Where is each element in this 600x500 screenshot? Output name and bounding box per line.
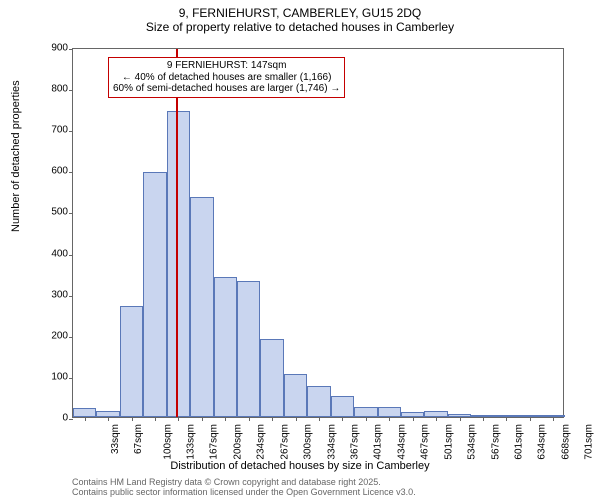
x-tick-mark	[108, 417, 109, 421]
x-tick-label: 534sqm	[467, 424, 478, 460]
property-marker-line	[176, 49, 178, 417]
y-tick-label: 800	[51, 84, 68, 95]
x-tick-label: 234sqm	[256, 424, 267, 460]
x-tick-mark	[225, 417, 226, 421]
y-tick-mark	[69, 213, 73, 214]
x-tick-label: 634sqm	[537, 424, 548, 460]
y-tick-label: 600	[51, 166, 68, 177]
x-tick-mark	[249, 417, 250, 421]
x-tick-label: 668sqm	[560, 424, 571, 460]
x-tick-label: 401sqm	[373, 424, 384, 460]
x-tick-label: 33sqm	[110, 424, 121, 454]
x-tick-label: 701sqm	[584, 424, 595, 460]
histogram-bar	[73, 408, 96, 417]
chart-title-line1: 9, FERNIEHURST, CAMBERLEY, GU15 2DQ	[0, 6, 600, 20]
x-tick-mark	[296, 417, 297, 421]
histogram-bar	[378, 407, 401, 417]
y-tick-mark	[69, 337, 73, 338]
histogram-bar	[331, 396, 354, 417]
y-tick-mark	[69, 419, 73, 420]
x-tick-label: 200sqm	[232, 424, 243, 460]
callout-line1: 9 FERNIEHURST: 147sqm	[113, 60, 340, 72]
chart-plot-area: 9 FERNIEHURST: 147sqm← 40% of detached h…	[72, 48, 564, 418]
x-tick-mark	[366, 417, 367, 421]
x-tick-label: 501sqm	[443, 424, 454, 460]
x-tick-mark	[155, 417, 156, 421]
histogram-bar	[120, 306, 143, 417]
y-tick-label: 500	[51, 207, 68, 218]
histogram-bar	[354, 407, 377, 417]
y-tick-mark	[69, 131, 73, 132]
x-tick-mark	[342, 417, 343, 421]
x-tick-label: 334sqm	[326, 424, 337, 460]
x-tick-mark	[460, 417, 461, 421]
y-axis-label: Number of detached properties	[10, 80, 22, 232]
chart-title-line2: Size of property relative to detached ho…	[0, 20, 600, 34]
x-tick-mark	[85, 417, 86, 421]
y-tick-label: 100	[51, 371, 68, 382]
x-tick-label: 267sqm	[279, 424, 290, 460]
callout-line2: ← 40% of detached houses are smaller (1,…	[113, 72, 340, 84]
histogram-bar	[214, 277, 237, 417]
histogram-bar	[167, 111, 190, 417]
x-tick-mark	[530, 417, 531, 421]
y-tick-label: 200	[51, 330, 68, 341]
x-axis-label: Distribution of detached houses by size …	[0, 460, 600, 472]
attribution-line2: Contains public sector information licen…	[72, 488, 416, 498]
x-tick-mark	[553, 417, 554, 421]
x-tick-mark	[506, 417, 507, 421]
y-tick-label: 900	[51, 43, 68, 54]
attribution-text: Contains HM Land Registry data © Crown c…	[72, 478, 416, 498]
histogram-bar	[143, 172, 166, 417]
x-tick-label: 467sqm	[420, 424, 431, 460]
y-tick-mark	[69, 49, 73, 50]
histogram-bar	[307, 386, 330, 417]
histogram-bar	[284, 374, 307, 417]
y-tick-label: 300	[51, 289, 68, 300]
x-tick-label: 300sqm	[303, 424, 314, 460]
x-tick-mark	[389, 417, 390, 421]
x-tick-label: 567sqm	[490, 424, 501, 460]
property-callout: 9 FERNIEHURST: 147sqm← 40% of detached h…	[108, 57, 345, 98]
y-tick-mark	[69, 255, 73, 256]
y-tick-mark	[69, 296, 73, 297]
x-tick-mark	[413, 417, 414, 421]
y-tick-label: 700	[51, 125, 68, 136]
x-tick-label: 100sqm	[162, 424, 173, 460]
x-tick-label: 367sqm	[350, 424, 361, 460]
x-tick-label: 434sqm	[396, 424, 407, 460]
x-tick-label: 133sqm	[186, 424, 197, 460]
x-tick-label: 601sqm	[514, 424, 525, 460]
x-tick-mark	[272, 417, 273, 421]
x-tick-label: 67sqm	[133, 424, 144, 454]
y-tick-mark	[69, 172, 73, 173]
x-tick-mark	[319, 417, 320, 421]
callout-line3: 60% of semi-detached houses are larger (…	[113, 83, 340, 95]
histogram-bar	[237, 281, 260, 417]
x-tick-mark	[483, 417, 484, 421]
y-tick-label: 0	[62, 413, 68, 424]
x-tick-mark	[132, 417, 133, 421]
x-tick-mark	[202, 417, 203, 421]
x-tick-mark	[436, 417, 437, 421]
y-tick-mark	[69, 90, 73, 91]
x-tick-label: 167sqm	[209, 424, 220, 460]
y-tick-mark	[69, 378, 73, 379]
x-tick-mark	[178, 417, 179, 421]
y-tick-label: 400	[51, 248, 68, 259]
histogram-bar	[260, 339, 283, 417]
histogram-bar	[190, 197, 213, 417]
